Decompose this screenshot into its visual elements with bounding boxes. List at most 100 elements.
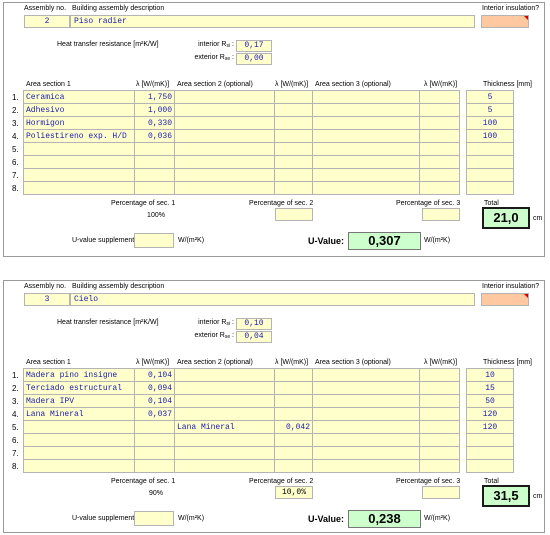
area-3-material-cell[interactable]: [312, 168, 420, 182]
interior-r-field[interactable]: 0,10: [236, 318, 272, 330]
lambda-2-cell[interactable]: [274, 394, 313, 408]
lambda-1-cell[interactable]: [134, 142, 175, 156]
lambda-2-cell[interactable]: [274, 116, 313, 130]
lambda-1-cell[interactable]: 0,104: [134, 368, 175, 382]
area-2-material-cell[interactable]: [174, 368, 275, 382]
interior-insulation-toggle[interactable]: [481, 293, 529, 306]
area-1-material-cell[interactable]: Madera IPV: [23, 394, 135, 408]
lambda-2-cell[interactable]: [274, 142, 313, 156]
area-1-material-cell[interactable]: Ceramica: [23, 90, 135, 104]
lambda-2-cell[interactable]: [274, 168, 313, 182]
lambda-2-cell[interactable]: [274, 433, 313, 447]
area-2-material-cell[interactable]: [174, 181, 275, 195]
thickness-cell[interactable]: 15: [466, 381, 514, 395]
lambda-3-cell[interactable]: [419, 446, 460, 460]
lambda-3-cell[interactable]: [419, 103, 460, 117]
lambda-3-cell[interactable]: [419, 155, 460, 169]
area-1-material-cell[interactable]: [23, 155, 135, 169]
interior-r-field[interactable]: 0,17: [236, 40, 272, 52]
area-3-material-cell[interactable]: [312, 420, 420, 434]
lambda-2-cell[interactable]: [274, 90, 313, 104]
area-2-material-cell[interactable]: [174, 381, 275, 395]
thickness-cell[interactable]: [466, 142, 514, 156]
lambda-1-cell[interactable]: 1,000: [134, 103, 175, 117]
area-2-material-cell[interactable]: [174, 168, 275, 182]
lambda-3-cell[interactable]: [419, 394, 460, 408]
area-3-material-cell[interactable]: [312, 407, 420, 421]
exterior-r-field[interactable]: 0,00: [236, 53, 272, 65]
area-2-material-cell[interactable]: [174, 459, 275, 473]
area-2-material-cell[interactable]: [174, 116, 275, 130]
lambda-3-cell[interactable]: [419, 168, 460, 182]
lambda-1-cell[interactable]: [134, 459, 175, 473]
lambda-3-cell[interactable]: [419, 368, 460, 382]
area-3-material-cell[interactable]: [312, 129, 420, 143]
area-2-material-cell[interactable]: [174, 433, 275, 447]
area-2-material-cell[interactable]: Lana Mineral: [174, 420, 275, 434]
area-3-material-cell[interactable]: [312, 459, 420, 473]
area-3-material-cell[interactable]: [312, 90, 420, 104]
area-1-material-cell[interactable]: Lana Mineral: [23, 407, 135, 421]
area-1-material-cell[interactable]: Adhesivo: [23, 103, 135, 117]
lambda-3-cell[interactable]: [419, 90, 460, 104]
area-1-material-cell[interactable]: Madera pino insigne: [23, 368, 135, 382]
area-2-material-cell[interactable]: [174, 90, 275, 104]
thickness-cell[interactable]: [466, 459, 514, 473]
lambda-1-cell[interactable]: [134, 181, 175, 195]
area-3-material-cell[interactable]: [312, 433, 420, 447]
lambda-1-cell[interactable]: 0,094: [134, 381, 175, 395]
lambda-1-cell[interactable]: 0,036: [134, 129, 175, 143]
area-2-material-cell[interactable]: [174, 129, 275, 143]
thickness-cell[interactable]: [466, 181, 514, 195]
area-2-material-cell[interactable]: [174, 155, 275, 169]
area-3-material-cell[interactable]: [312, 103, 420, 117]
pct-sec-2-field[interactable]: [275, 208, 313, 221]
area-3-material-cell[interactable]: [312, 368, 420, 382]
thickness-cell[interactable]: [466, 168, 514, 182]
area-2-material-cell[interactable]: [174, 446, 275, 460]
thickness-cell[interactable]: 50: [466, 394, 514, 408]
thickness-cell[interactable]: [466, 155, 514, 169]
u-value-supplement-field[interactable]: [134, 233, 174, 248]
lambda-3-cell[interactable]: [419, 181, 460, 195]
interior-insulation-toggle[interactable]: [481, 15, 529, 28]
lambda-2-cell[interactable]: 0,042: [274, 420, 313, 434]
thickness-cell[interactable]: [466, 433, 514, 447]
area-3-material-cell[interactable]: [312, 394, 420, 408]
lambda-3-cell[interactable]: [419, 420, 460, 434]
lambda-3-cell[interactable]: [419, 129, 460, 143]
area-1-material-cell[interactable]: [23, 420, 135, 434]
pct-sec-3-field[interactable]: [422, 486, 460, 499]
thickness-cell[interactable]: [466, 446, 514, 460]
area-3-material-cell[interactable]: [312, 181, 420, 195]
area-1-material-cell[interactable]: [23, 181, 135, 195]
lambda-1-cell[interactable]: [134, 446, 175, 460]
area-3-material-cell[interactable]: [312, 116, 420, 130]
u-value-supplement-field[interactable]: [134, 511, 174, 526]
lambda-3-cell[interactable]: [419, 407, 460, 421]
lambda-3-cell[interactable]: [419, 459, 460, 473]
lambda-3-cell[interactable]: [419, 381, 460, 395]
lambda-3-cell[interactable]: [419, 433, 460, 447]
thickness-cell[interactable]: 120: [466, 407, 514, 421]
thickness-cell[interactable]: 100: [466, 116, 514, 130]
lambda-3-cell[interactable]: [419, 116, 460, 130]
lambda-3-cell[interactable]: [419, 142, 460, 156]
area-3-material-cell[interactable]: [312, 142, 420, 156]
area-3-material-cell[interactable]: [312, 446, 420, 460]
thickness-cell[interactable]: 120: [466, 420, 514, 434]
exterior-r-field[interactable]: 0,04: [236, 331, 272, 343]
area-1-material-cell[interactable]: [23, 168, 135, 182]
lambda-1-cell[interactable]: [134, 155, 175, 169]
lambda-1-cell[interactable]: 0,037: [134, 407, 175, 421]
assembly-number-field[interactable]: 2: [24, 15, 70, 28]
area-1-material-cell[interactable]: [23, 459, 135, 473]
lambda-1-cell[interactable]: [134, 420, 175, 434]
lambda-2-cell[interactable]: [274, 181, 313, 195]
area-1-material-cell[interactable]: [23, 142, 135, 156]
lambda-1-cell[interactable]: 1,750: [134, 90, 175, 104]
area-1-material-cell[interactable]: [23, 446, 135, 460]
lambda-2-cell[interactable]: [274, 407, 313, 421]
lambda-1-cell[interactable]: 0,104: [134, 394, 175, 408]
area-2-material-cell[interactable]: [174, 394, 275, 408]
